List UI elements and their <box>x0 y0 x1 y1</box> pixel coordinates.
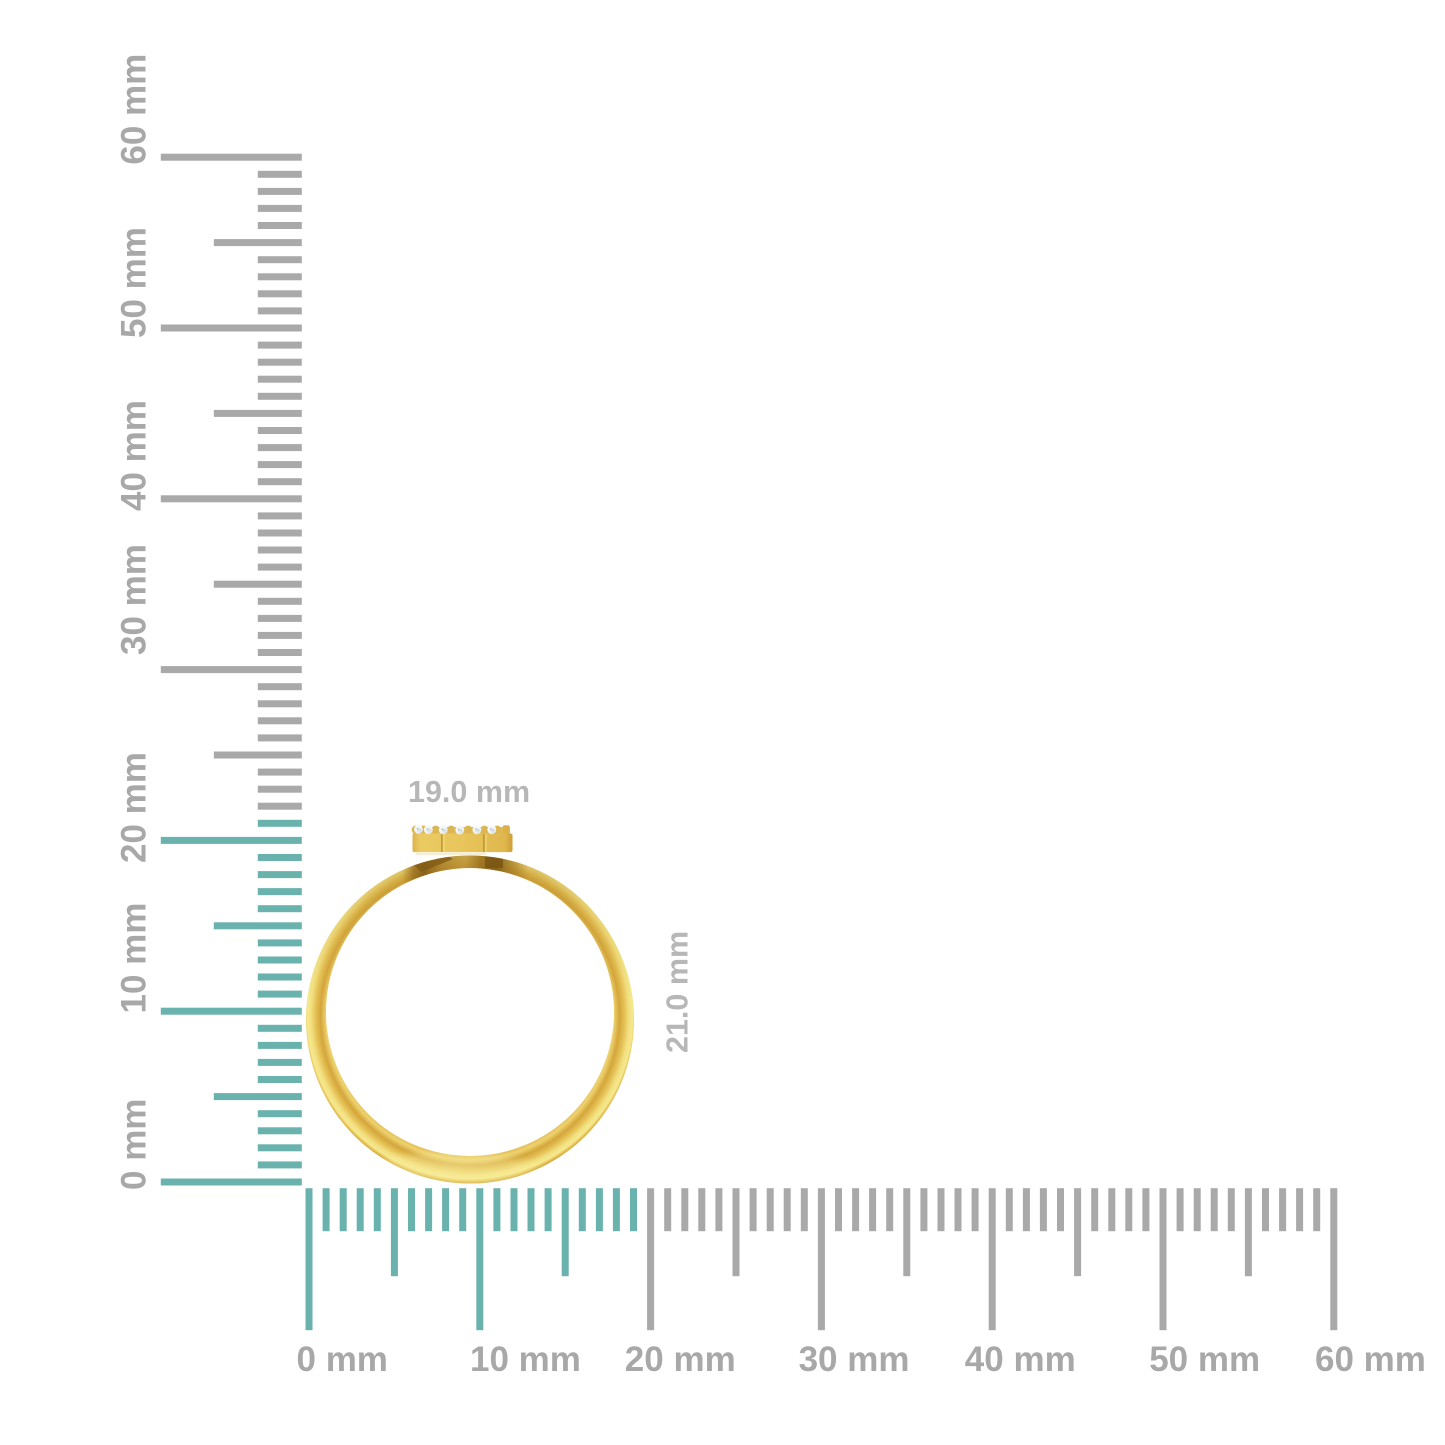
svg-text:21.0 mm: 21.0 mm <box>661 931 695 1053</box>
svg-text:20 mm: 20 mm <box>115 752 154 863</box>
svg-text:0 mm: 0 mm <box>115 1099 154 1190</box>
svg-text:50 mm: 50 mm <box>115 227 154 338</box>
svg-text:50 mm: 50 mm <box>1149 1340 1260 1379</box>
svg-text:19.0 mm: 19.0 mm <box>408 775 530 809</box>
svg-text:30 mm: 30 mm <box>799 1340 910 1379</box>
svg-text:60 mm: 60 mm <box>115 54 154 165</box>
svg-text:10 mm: 10 mm <box>470 1340 581 1379</box>
svg-text:20 mm: 20 mm <box>625 1340 736 1379</box>
svg-text:60 mm: 60 mm <box>1315 1340 1426 1379</box>
svg-text:30 mm: 30 mm <box>115 544 154 655</box>
svg-text:0 mm: 0 mm <box>297 1340 388 1379</box>
svg-text:40 mm: 40 mm <box>965 1340 1076 1379</box>
svg-text:40 mm: 40 mm <box>115 400 154 511</box>
svg-text:10 mm: 10 mm <box>115 903 154 1014</box>
